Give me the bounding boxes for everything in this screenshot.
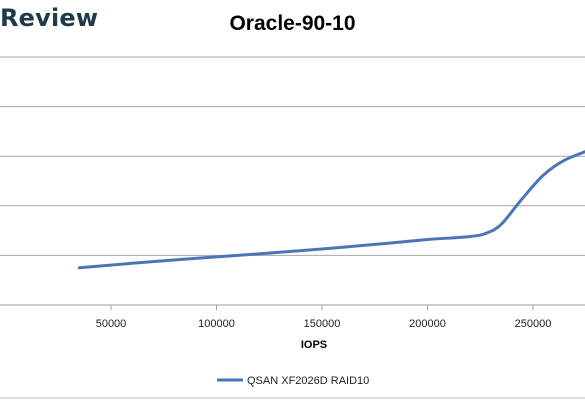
x-tick-label: 100000 bbox=[198, 318, 235, 330]
legend-label: QSAN XF2026D RAID10 bbox=[247, 375, 369, 387]
x-tick-labels: 50000100000150000200000250000300000 bbox=[96, 305, 552, 330]
x-tick-label: 200000 bbox=[409, 318, 446, 330]
chart-title: Oracle-90-10 bbox=[229, 12, 356, 35]
brand-logo-text: Review bbox=[0, 4, 99, 32]
legend: QSAN XF2026D RAID10 bbox=[217, 375, 369, 387]
x-axis-title: IOPS bbox=[301, 339, 327, 351]
series-line bbox=[77, 150, 585, 270]
x-tick-label: 250000 bbox=[515, 318, 552, 330]
x-tick-label: 50000 bbox=[96, 318, 127, 330]
gridlines bbox=[0, 56, 585, 306]
x-tick-label: 150000 bbox=[304, 318, 341, 330]
